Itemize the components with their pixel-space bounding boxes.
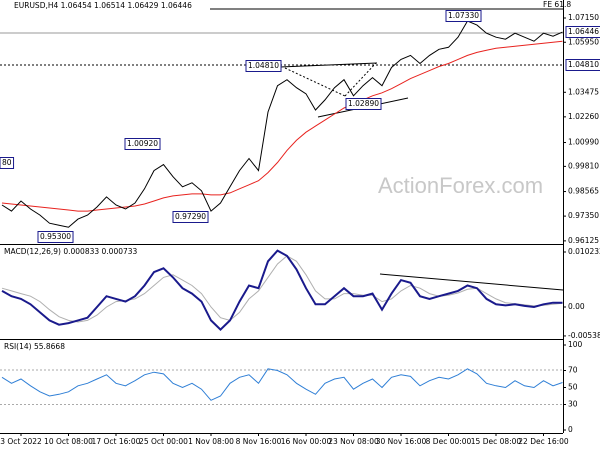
x-tick-label: 17 Oct 16:00 xyxy=(92,437,141,446)
y-tick-label: 70 xyxy=(568,366,578,375)
y-tick-label: 30 xyxy=(568,400,578,409)
y-tick-label: 0.010232 xyxy=(568,247,600,256)
y-tick-label: 50 xyxy=(568,383,578,392)
y-tick-label: -0.005389 xyxy=(568,331,600,340)
annotation: 1.00920 xyxy=(124,138,161,150)
series-line xyxy=(1,255,563,323)
annotation-label: 80 xyxy=(2,158,12,167)
trendline xyxy=(344,62,377,97)
annotation-box xyxy=(124,138,161,150)
trendline xyxy=(279,62,378,68)
annotation-box xyxy=(37,231,74,243)
annotation-label: 1.02890 xyxy=(348,99,379,108)
annotation-box xyxy=(172,211,209,223)
annotation-label: 1.04810 xyxy=(248,61,279,70)
annotation-box xyxy=(565,26,600,38)
annotation: 1.07330 xyxy=(445,10,482,22)
series-line xyxy=(1,249,563,331)
x-tick-label: 16 Nov 00:00 xyxy=(281,437,332,446)
x-tick-label: 8 Dec 00:00 xyxy=(426,437,472,446)
x-tick-label: 1 Nov 08:00 xyxy=(188,437,234,446)
annotation: 1.06446 xyxy=(565,26,600,38)
y-tick-label: 0.99810 xyxy=(568,161,599,170)
annotation: 1.02890 xyxy=(345,98,382,110)
y-tick-label: 1.07150 xyxy=(568,13,599,22)
annotation-box xyxy=(345,98,382,110)
annotation-label: 1.07330 xyxy=(448,11,479,20)
y-tick-label: 0 xyxy=(568,425,573,434)
x-tick-label: 15 Dec 08:00 xyxy=(471,437,522,446)
annotation-label: 0.95300 xyxy=(40,232,71,241)
x-tick-label: 25 Oct 00:00 xyxy=(139,437,188,446)
x-tick-label: 30 Nov 16:00 xyxy=(376,437,427,446)
annotation-label: FE 61.8 xyxy=(543,0,571,9)
annotation-box xyxy=(245,60,282,72)
y-tick-label: 1.03475 xyxy=(568,87,599,96)
annotation-box xyxy=(0,157,15,169)
y-tick-label: 1.00990 xyxy=(568,138,599,147)
rsi-title: RSI(14) 55.8668 xyxy=(4,342,65,351)
series-line xyxy=(1,40,563,212)
annotation-label: 0.97290 xyxy=(175,212,206,221)
y-tick-label: 100 xyxy=(568,340,583,349)
x-tick-label: 23 Nov 08:00 xyxy=(328,437,379,446)
frame xyxy=(0,0,564,434)
chart-title: EURUSD,H4 1.06454 1.06514 1.06429 1.0644… xyxy=(14,1,192,10)
annotation-label: 1.00920 xyxy=(127,139,158,148)
macd-title: MACD(12,26,9) 0.000833 0.000733 xyxy=(4,247,138,256)
watermark: ActionForex.com xyxy=(378,173,543,198)
x-tick-label: 8 Nov 16:00 xyxy=(236,437,282,446)
series-line xyxy=(1,368,563,401)
annotation: 1.04810 xyxy=(245,60,282,72)
y-tick-label: 0.97350 xyxy=(568,211,599,220)
x-tick-label: 3 Oct 2022 xyxy=(0,437,42,446)
annotation: 1.04810 xyxy=(565,59,600,71)
y-tick-label: 0.96125 xyxy=(568,236,599,245)
y-tick-label: 1.05950 xyxy=(568,37,599,46)
macd-trendline xyxy=(379,273,564,291)
y-tick-label: 1.02260 xyxy=(568,112,599,121)
annotation: FE 61.8 xyxy=(543,0,571,9)
annotation-box xyxy=(445,10,482,22)
y-tick-label: 0.98565 xyxy=(568,187,599,196)
x-tick-label: 10 Oct 08:00 xyxy=(44,437,93,446)
y-tick-label: 0.00 xyxy=(568,302,585,311)
x-tick-label: 22 Dec 16:00 xyxy=(518,437,569,446)
annotation-box xyxy=(565,59,600,71)
annotation-label: 1.04810 xyxy=(568,60,599,69)
trendline xyxy=(284,67,346,97)
annotation: 0.97290 xyxy=(172,211,209,223)
annotation-label: 1.06446 xyxy=(568,27,599,36)
annotation: 0.95300 xyxy=(37,231,74,243)
annotation: 80 xyxy=(0,157,15,169)
